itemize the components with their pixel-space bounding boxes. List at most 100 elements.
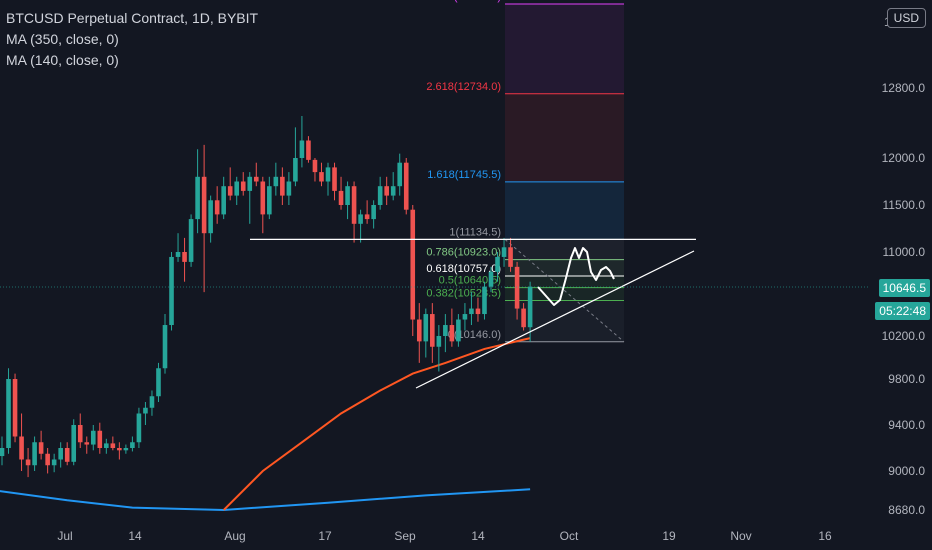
- candle-body: [117, 448, 122, 451]
- candle-body: [416, 319, 422, 342]
- candle-body: [469, 308, 474, 315]
- time-axis-bg: [0, 518, 932, 550]
- fib-level-label: 0.618(10757.0): [426, 263, 501, 275]
- fib-fill-band: [505, 287, 624, 301]
- candle-body: [0, 448, 5, 457]
- candle-body: [364, 214, 370, 220]
- candle-body: [136, 413, 142, 443]
- price-tick-label: 11000.0: [883, 245, 926, 259]
- price-tick-label: 12000.0: [882, 151, 926, 165]
- time-tick-label: 14: [471, 529, 485, 543]
- candle-body: [488, 271, 494, 287]
- time-tick-label: 16: [818, 529, 832, 543]
- candle-body: [521, 308, 526, 328]
- candle-body: [430, 314, 435, 347]
- fib-fill-band: [505, 93, 624, 182]
- candle-body: [371, 205, 376, 220]
- fib-level-label: 0(10146.0): [448, 329, 501, 341]
- candle-body: [130, 442, 135, 448]
- fib-level-label: 1(11134.5): [449, 226, 501, 238]
- candle-body: [247, 176, 253, 191]
- candle-body: [332, 167, 337, 191]
- candle-body: [312, 159, 318, 173]
- candle-body: [162, 325, 168, 369]
- candle-body: [319, 172, 324, 182]
- last-price-tag: 10646.5: [878, 279, 930, 297]
- candle-body: [149, 396, 155, 408]
- candle-body: [201, 176, 207, 234]
- candle-body: [514, 266, 520, 309]
- time-tick-label: 14: [128, 529, 142, 543]
- candle-body: [12, 379, 18, 437]
- fib-fill-band: [505, 259, 624, 277]
- candle-body: [32, 442, 37, 466]
- candle-body: [188, 219, 194, 262]
- candle-body: [19, 436, 24, 460]
- fib-extension-layer: 0(10146.0) 0.382(10523.5)0.5(10640.5)0.61…: [426, 0, 625, 343]
- candle-body: [214, 200, 220, 215]
- candle-body: [90, 430, 96, 445]
- support-trendline: [415, 250, 695, 389]
- candle-body: [299, 140, 305, 158]
- candle-body: [384, 186, 389, 196]
- candle-body: [482, 286, 487, 315]
- fib-trend-dashed: [504, 238, 625, 343]
- candle-body: [293, 158, 298, 182]
- candle-body: [443, 325, 448, 336]
- candle-body: [221, 186, 226, 215]
- ma-140-label[interactable]: MA (140, close, 0): [6, 52, 119, 68]
- time-axis-layer: Jul 14 Aug 17 Sep 14 Oct 19 Nov 16: [0, 518, 932, 550]
- price-tick-label: 10200.0: [882, 329, 926, 343]
- candle-body: [84, 442, 90, 445]
- candle-body: [97, 430, 103, 448]
- symbol-title[interactable]: BTCUSD Perpetual Contract, 1D, BYBIT: [6, 10, 259, 26]
- ma-140-line: [222, 337, 531, 511]
- fib-level-label: 0.786(10923.0): [426, 247, 501, 259]
- candle-body: [45, 453, 50, 466]
- candle-body: [338, 190, 344, 205]
- time-tick-label: 17: [318, 529, 332, 543]
- drawing-layer: [250, 238, 696, 389]
- candle-body: [58, 448, 63, 460]
- price-tick-label: 9800.0: [888, 372, 925, 386]
- candle-body: [156, 368, 161, 397]
- currency-button[interactable]: USD: [886, 8, 926, 28]
- fib-level-label: 3.618(13722.5): [426, 0, 501, 3]
- candle-body: [38, 442, 44, 454]
- candle-body: [280, 176, 285, 196]
- candle-body: [325, 167, 331, 182]
- candle-body: [253, 176, 259, 182]
- candle-body: [260, 181, 266, 215]
- time-tick-label: Nov: [730, 529, 751, 543]
- candle-body: [377, 186, 383, 205]
- candle-body: [123, 448, 129, 451]
- time-tick-label: Sep: [394, 529, 416, 543]
- candle-body: [25, 459, 31, 466]
- candle-body: [71, 425, 77, 462]
- candle-body: [227, 186, 233, 196]
- candle-body: [358, 214, 363, 224]
- candle-body: [64, 448, 70, 462]
- fib-fill-band: [505, 4, 624, 94]
- candle-body: [456, 319, 461, 342]
- candle-body: [390, 186, 396, 196]
- time-tick-label: Aug: [224, 529, 245, 543]
- price-tick-label: 11500.0: [883, 198, 926, 212]
- candle-body: [495, 256, 500, 272]
- candle-body: [475, 308, 481, 315]
- candle-body: [403, 162, 409, 210]
- price-tick-label: 12800.0: [882, 81, 926, 95]
- candle-body: [508, 247, 513, 267]
- candle-body: [397, 162, 403, 187]
- fib-level-label: 0.382(10523.5): [426, 287, 501, 299]
- candle-body: [273, 176, 279, 187]
- time-tick-label: Jul: [57, 529, 72, 543]
- candle-layer: [0, 116, 533, 478]
- candle-body: [195, 176, 200, 220]
- fib-level-label: 0.5(10640.5): [439, 275, 501, 287]
- candle-body: [527, 286, 533, 328]
- ma-350-label[interactable]: MA (350, close, 0): [6, 31, 119, 47]
